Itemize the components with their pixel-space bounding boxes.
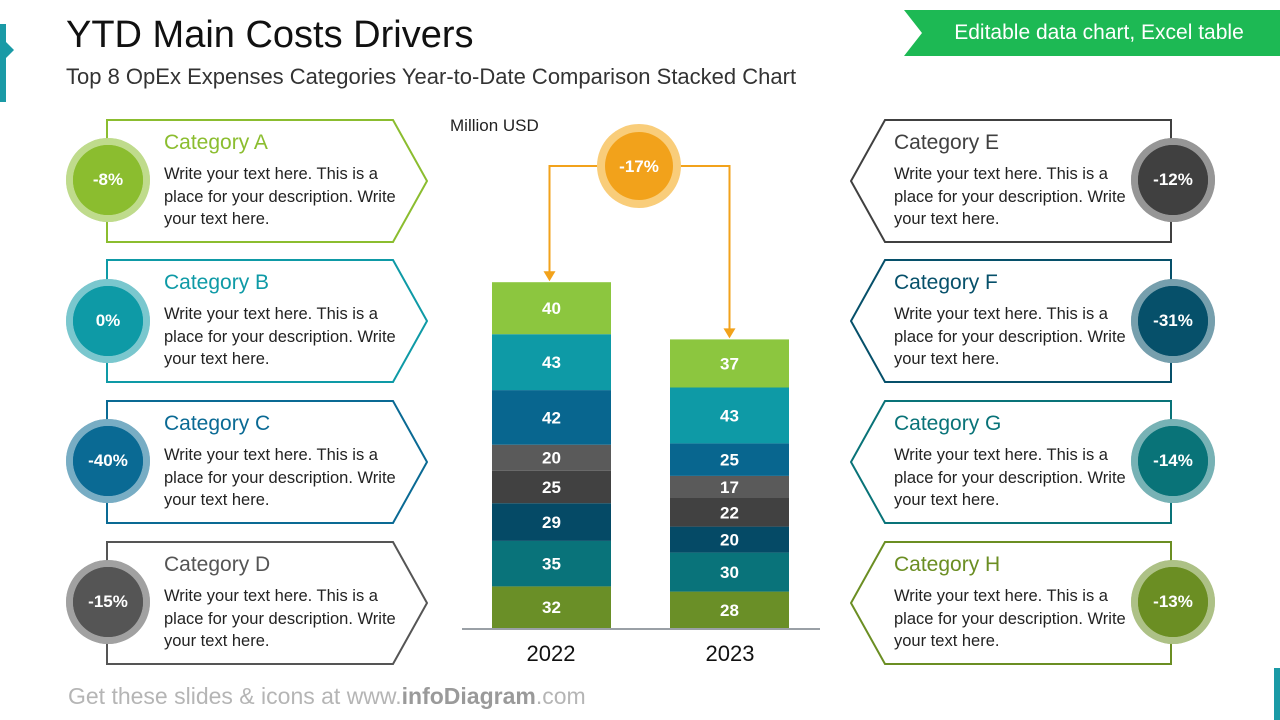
- total-change-badge: [605, 132, 673, 200]
- bar-2023-e: [670, 498, 789, 527]
- category-e-card: Category E Write your text here. This is …: [850, 119, 1172, 243]
- bar-2023-h: [670, 591, 789, 628]
- editable-chart-tag-label: Editable data chart, Excel table: [954, 21, 1244, 44]
- category-f-change-value: -31%: [1138, 286, 1208, 356]
- x-label-2022: 2022: [526, 641, 576, 666]
- category-g-card: Category G Write your text here. This is …: [850, 400, 1172, 524]
- bar-value-2023-f: 20: [720, 531, 739, 550]
- category-b-change-badge: 0%: [66, 279, 150, 363]
- bar-value-2022-c: 42: [542, 408, 561, 427]
- category-f-name: Category F: [894, 271, 998, 294]
- bar-2023-b: [670, 387, 789, 444]
- footer-prefix: Get these slides & icons at www.: [68, 683, 402, 709]
- bar-2022-e: [492, 470, 611, 504]
- category-d-card: Category D Write your text here. This is …: [106, 541, 428, 665]
- left-accent-marker: [0, 24, 14, 102]
- total-change-value: -17%: [619, 157, 659, 176]
- category-e-change-value: -12%: [1138, 145, 1208, 215]
- bar-value-2023-g: 30: [720, 563, 739, 582]
- bar-2022-a: [492, 282, 611, 335]
- category-f-change-badge: -31%: [1131, 279, 1215, 363]
- category-f-card: Category F Write your text here. This is …: [850, 259, 1172, 383]
- category-c-description: Write your text here. This is a place fo…: [164, 446, 396, 509]
- bar-value-2022-d: 20: [542, 449, 561, 468]
- category-e-description: Write your text here. This is a place fo…: [894, 165, 1126, 228]
- bar-2023-c: [670, 443, 789, 476]
- category-g-change-badge: -14%: [1131, 419, 1215, 503]
- change-connector-2023: [673, 165, 731, 332]
- category-h-change-value: -13%: [1138, 567, 1208, 637]
- chart-unit-label: Million USD: [450, 116, 539, 135]
- bar-value-2023-e: 22: [720, 503, 739, 522]
- bar-value-2022-g: 35: [542, 555, 561, 574]
- bar-2022-c: [492, 390, 611, 445]
- bar-2022-h: [492, 586, 611, 628]
- category-d-change-badge: -15%: [66, 560, 150, 644]
- bar-value-2022-e: 25: [542, 478, 561, 497]
- bar-value-2023-c: 25: [720, 451, 739, 470]
- bar-value-2022-b: 43: [542, 353, 561, 372]
- bar-2022-g: [492, 540, 611, 587]
- bar-value-2022-f: 29: [542, 513, 561, 532]
- category-a-card: Category A Write your text here. This is …: [106, 119, 428, 243]
- category-h-change-badge: -13%: [1131, 560, 1215, 644]
- category-a-change-badge: -8%: [66, 138, 150, 222]
- bar-value-2023-d: 17: [720, 478, 739, 497]
- footer-suffix: .com: [535, 683, 586, 709]
- category-d-change-value: -15%: [73, 567, 143, 637]
- editable-chart-tag: Editable data chart, Excel table: [904, 10, 1280, 56]
- change-arrowhead-2022: [543, 271, 556, 282]
- bar-value-2023-b: 43: [720, 406, 739, 425]
- category-c-change-value: -40%: [73, 426, 143, 496]
- footer-brand: infoDiagram: [401, 683, 536, 709]
- category-e-name: Category E: [894, 131, 1000, 154]
- category-b-description: Write your text here. This is a place fo…: [164, 305, 396, 368]
- bar-2022-f: [492, 503, 611, 541]
- page-subtitle: Top 8 OpEx Expenses Categories Year-to-D…: [66, 64, 797, 89]
- category-b-name: Category B: [164, 271, 270, 294]
- bar-2022-d: [492, 444, 611, 471]
- category-g-description: Write your text here. This is a place fo…: [894, 446, 1126, 509]
- category-a-name: Category A: [164, 131, 268, 154]
- category-g-name: Category G: [894, 412, 1002, 435]
- category-h-description: Write your text here. This is a place fo…: [894, 587, 1126, 650]
- category-d-description: Write your text here. This is a place fo…: [164, 587, 396, 650]
- category-f-description: Write your text here. This is a place fo…: [894, 305, 1126, 368]
- right-accent-marker: [1274, 668, 1280, 720]
- bar-value-2023-a: 37: [720, 354, 739, 373]
- category-c-change-badge: -40%: [66, 419, 150, 503]
- bar-2023-d: [670, 475, 789, 498]
- category-a-description: Write your text here. This is a place fo…: [164, 165, 396, 228]
- category-c-name: Category C: [164, 412, 271, 435]
- change-arrowhead-2023: [723, 328, 736, 339]
- category-d-name: Category D: [164, 553, 271, 576]
- bar-2023-f: [670, 526, 789, 553]
- category-a-change-value: -8%: [73, 145, 143, 215]
- category-b-change-value: 0%: [73, 286, 143, 356]
- bar-2023-a: [670, 339, 789, 388]
- stacked-bar-chart: 32 35 29 25 20 42 43 40 28 30 20 22 17 25 43 37 -17%: [462, 124, 820, 630]
- x-label-2023: 2023: [705, 641, 755, 666]
- bar-value-2023-h: 28: [720, 601, 739, 620]
- category-e-change-badge: -12%: [1131, 138, 1215, 222]
- bar-value-2022-a: 40: [542, 299, 561, 318]
- bar-value-2022-h: 32: [542, 598, 561, 617]
- footer-promo: Get these slides & icons at www.infoDiag…: [68, 683, 586, 710]
- category-b-card: Category B Write your text here. This is …: [106, 259, 428, 383]
- change-connector-2022: [548, 165, 605, 275]
- category-c-card: Category C Write your text here. This is …: [106, 400, 428, 524]
- category-h-card: Category H Write your text here. This is …: [850, 541, 1172, 665]
- category-g-change-value: -14%: [1138, 426, 1208, 496]
- page-title: YTD Main Costs Drivers: [66, 14, 474, 56]
- category-h-name: Category H: [894, 553, 1001, 576]
- bar-2022-b: [492, 334, 611, 391]
- bar-2023-g: [670, 552, 789, 592]
